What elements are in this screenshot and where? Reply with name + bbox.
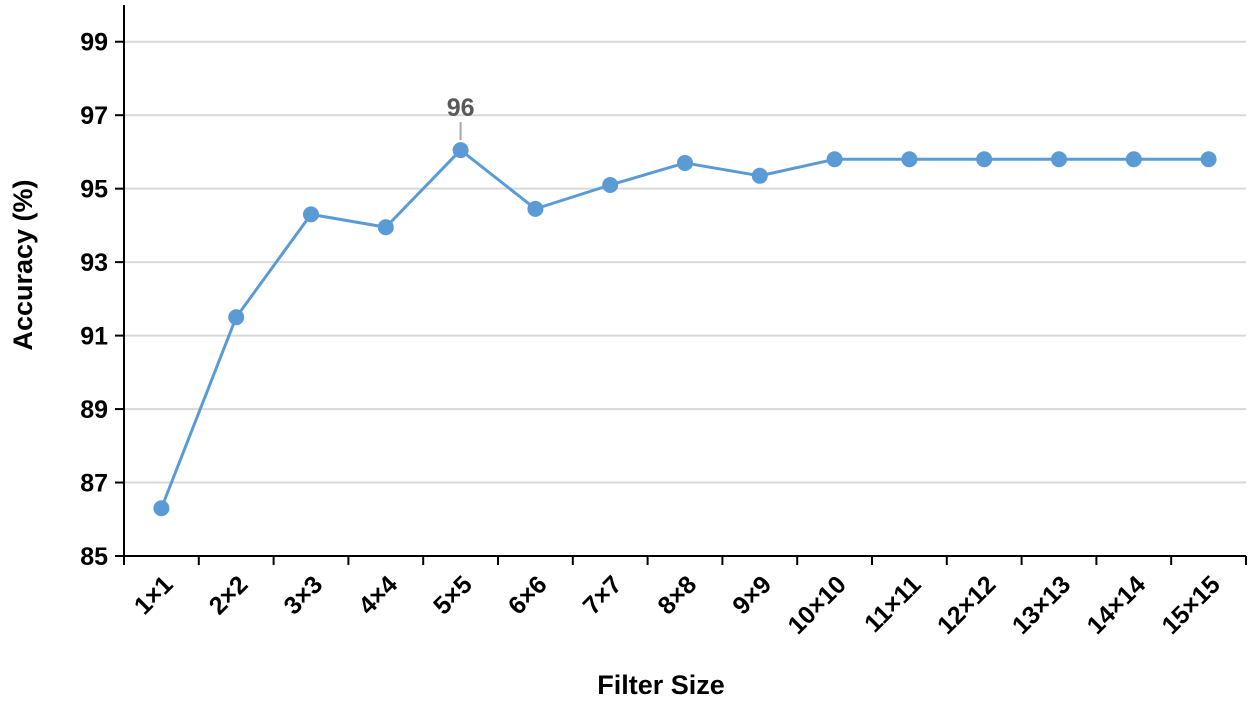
- y-tick-label: 93: [80, 249, 108, 277]
- x-tick-label: 12×12: [932, 570, 1001, 639]
- gridlines: [124, 40, 1246, 484]
- data-point: [826, 151, 843, 168]
- data-label: 96: [447, 94, 475, 122]
- data-point: [602, 176, 619, 193]
- data-point: [303, 206, 319, 223]
- y-tick-label: 85: [80, 543, 108, 571]
- data-point: [452, 142, 469, 159]
- data-point: [527, 200, 544, 217]
- data-point: [901, 151, 918, 168]
- x-tick-label: 11×11: [859, 570, 927, 638]
- data-point: [228, 309, 245, 326]
- axes: [123, 5, 1246, 557]
- y-axis-title: Accuracy (%): [8, 179, 38, 350]
- x-tick-label: 2×2: [204, 570, 254, 620]
- x-tick-label: 13×13: [1007, 570, 1076, 639]
- data-point: [976, 151, 993, 168]
- data-point: [377, 219, 394, 236]
- data-point: [1125, 151, 1142, 168]
- y-tick-label: 95: [80, 176, 108, 204]
- data-point: [153, 500, 170, 517]
- x-tick-label: 5×5: [428, 570, 478, 620]
- x-tick-label: 6×6: [503, 570, 553, 620]
- y-tick-label: 89: [80, 396, 108, 424]
- data-point: [1200, 151, 1217, 168]
- data-point: [677, 154, 693, 171]
- x-axis-ticks: 1×1 2×2 3×3 4×4 5×5 6×6 7×7 8×8 9×9 10×10 11×11 12×…: [123, 556, 1247, 640]
- data-point: [1051, 151, 1067, 168]
- x-tick-label: 3×3: [278, 570, 328, 620]
- x-tick-label: 4×4: [353, 570, 403, 620]
- y-axis-ticks: 85 87 89 91 93 95 97 99: [80, 29, 124, 571]
- x-tick-label: 9×9: [727, 570, 777, 620]
- x-tick-label: 8×8: [652, 570, 702, 620]
- x-tick-label: 10×10: [782, 570, 851, 639]
- data-point: [751, 167, 768, 184]
- x-axis-title: Filter Size: [597, 670, 725, 700]
- y-tick-label: 97: [80, 102, 108, 130]
- y-tick-label: 87: [80, 470, 108, 498]
- x-tick-label: 7×7: [578, 570, 628, 620]
- series-group: [153, 142, 1217, 517]
- x-tick-label: 14×14: [1082, 570, 1152, 640]
- series-line: [160, 148, 1209, 509]
- x-tick-label: 15×15: [1156, 570, 1226, 640]
- y-tick-label: 99: [80, 29, 108, 57]
- annotations: 96: [447, 94, 475, 141]
- x-tick-label: 1×1: [129, 570, 179, 620]
- y-tick-label: 91: [80, 323, 108, 351]
